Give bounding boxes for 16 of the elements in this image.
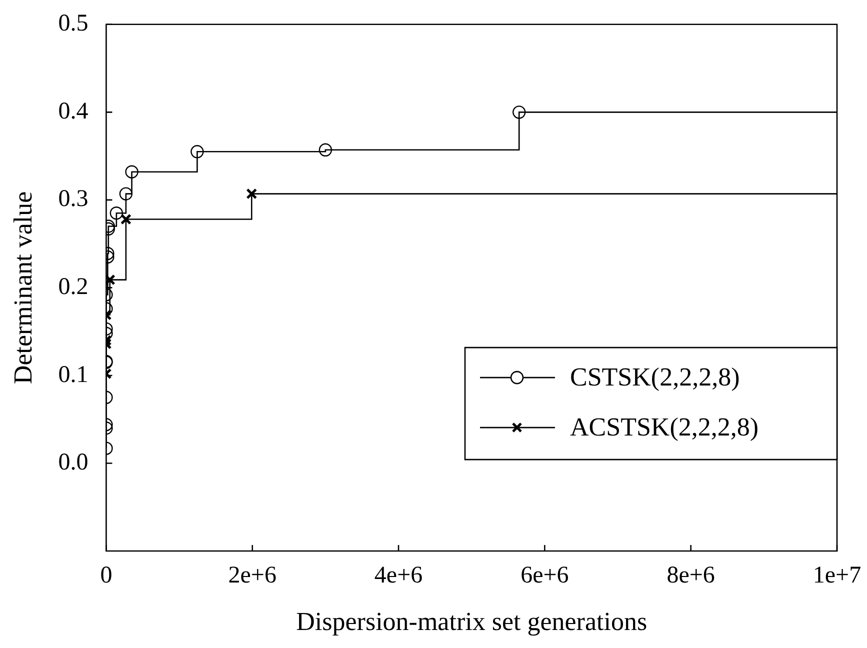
x-tick-label: 4e+6 — [374, 562, 423, 589]
x-axis-title: Dispersion-matrix set generations — [296, 607, 648, 636]
legend-label: CSTSK(2,2,2,8) — [570, 362, 740, 392]
y-axis-title: Determinant value — [8, 191, 38, 384]
y-tick-label: 0.4 — [58, 98, 88, 124]
y-tick-label: 0.0 — [58, 450, 88, 476]
y-tick-label: 0.2 — [58, 274, 88, 300]
x-tick-label: 8e+6 — [666, 562, 715, 589]
x-tick-label: 6e+6 — [520, 562, 569, 589]
x-tick-label: 2e+6 — [228, 562, 276, 589]
x-tick-label: 0 — [100, 562, 112, 589]
legend-label: ACSTSK(2,2,2,8) — [570, 412, 759, 442]
y-tick-label: 0.3 — [58, 186, 88, 212]
y-tick-label: 0.5 — [58, 10, 88, 37]
y-tick-label: 0.1 — [58, 362, 88, 388]
x-tick-label: 1e+7 — [812, 562, 862, 589]
